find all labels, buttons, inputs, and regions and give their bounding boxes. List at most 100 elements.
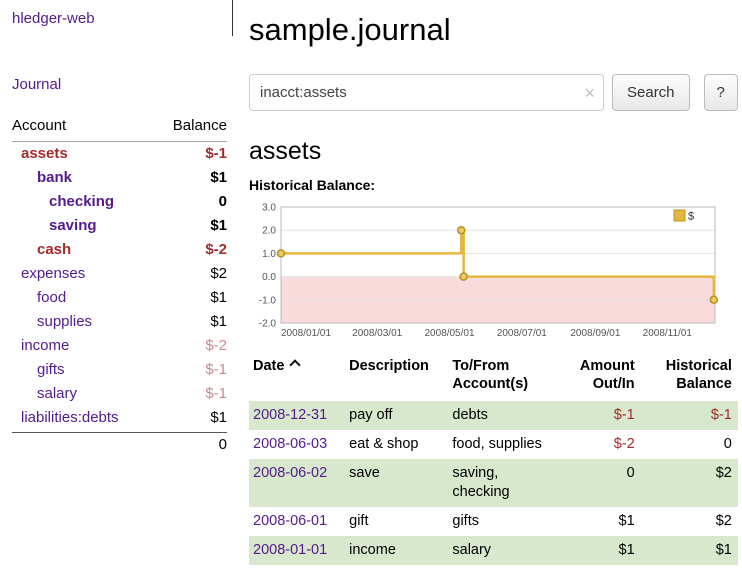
sidebar-account-balance: $-1 xyxy=(205,385,227,402)
accounts-rows: assets $-1 bank $1 checking 0 saving $1 cash $-2 e… xyxy=(12,142,227,430)
svg-text:2008/07/01: 2008/07/01 xyxy=(497,328,547,339)
sidebar-item-journal[interactable]: Journal xyxy=(12,76,62,93)
register-table: Date Description To/From Account(s) Amou… xyxy=(249,355,738,565)
register-row: 2008-06-03 eat & shop food, supplies $-2 0 xyxy=(249,430,738,459)
register-cell-description: save xyxy=(349,465,380,481)
account-row: saving $1 xyxy=(12,214,227,238)
help-button[interactable]: ? xyxy=(703,74,738,111)
register-cell-accounts: gifts xyxy=(452,513,479,529)
register-cell-amount: $1 xyxy=(618,542,635,558)
register-row: 2008-06-02 save saving, checking 0 $2 xyxy=(249,459,738,507)
sidebar-account-balance: $-1 xyxy=(205,361,227,378)
sidebar-account-link[interactable]: liabilities:debts xyxy=(21,409,119,426)
legend-swatch xyxy=(673,209,686,222)
sidebar-account-link[interactable]: bank xyxy=(37,169,73,186)
register-header-date[interactable]: Date xyxy=(249,355,345,401)
sidebar-account-link[interactable]: saving xyxy=(49,217,97,234)
sidebar-account-balance: $1 xyxy=(210,169,227,186)
register-cell-balance: $-1 xyxy=(710,407,732,423)
register-cell-accounts: food, supplies xyxy=(452,436,542,452)
sort-ascending-icon xyxy=(289,359,302,371)
sidebar-account-link[interactable]: income xyxy=(21,337,70,354)
register-cell-date: 2008-06-03 xyxy=(249,430,345,459)
account-row: food $1 xyxy=(12,286,227,310)
register-cell-date: 2008-12-31 xyxy=(249,401,345,430)
register-date-link[interactable]: 2008-12-31 xyxy=(253,407,328,423)
register-cell-balance: 0 xyxy=(723,436,732,452)
register-cell-amount: $-2 xyxy=(613,436,635,452)
chart-title: Historical Balance: xyxy=(249,177,376,193)
search-input[interactable] xyxy=(249,74,604,111)
svg-text:3.0: 3.0 xyxy=(262,203,276,214)
search-box: × xyxy=(249,74,604,111)
register-cell-accounts: salary xyxy=(452,542,492,558)
brand-link[interactable]: hledger-web xyxy=(12,10,95,27)
svg-text:2008/05/01: 2008/05/01 xyxy=(424,328,474,339)
sidebar-account-balance: $1 xyxy=(210,313,227,330)
register-header-description: Description xyxy=(349,358,429,374)
sidebar-account-balance: $-2 xyxy=(205,337,227,354)
register-cell-balance: $2 xyxy=(715,465,732,481)
chart-marker xyxy=(459,272,468,281)
svg-text:2008/03/01: 2008/03/01 xyxy=(352,328,402,339)
chart-marker xyxy=(456,225,466,235)
sidebar-account-balance: $2 xyxy=(210,265,227,282)
register-cell-balance: $1 xyxy=(715,542,732,558)
account-row: expenses $2 xyxy=(12,262,227,286)
clear-search-icon[interactable]: × xyxy=(584,82,595,103)
account-heading: assets xyxy=(249,137,322,165)
sidebar-account-balance: $-1 xyxy=(205,145,227,162)
sidebar-account-link[interactable]: expenses xyxy=(21,265,86,282)
account-row: salary $-1 xyxy=(12,382,227,406)
page-title: sample.journal xyxy=(249,12,451,47)
sidebar-account-link[interactable]: gifts xyxy=(37,361,65,378)
register-cell-date: 2008-06-02 xyxy=(249,459,345,507)
sidebar-account-link[interactable]: supplies xyxy=(37,313,93,330)
sidebar-account-balance: $-2 xyxy=(205,241,227,258)
account-row: assets $-1 xyxy=(12,142,227,166)
sidebar-account-link[interactable]: assets xyxy=(21,145,68,162)
register-row: 2008-12-31 pay off debts $-1 $-1 xyxy=(249,401,738,430)
accounts-table-header: Account Balance xyxy=(12,116,227,142)
sidebar-account-link[interactable]: checking xyxy=(49,193,115,210)
sidebar-account-balance: $1 xyxy=(210,409,227,426)
sidebar-account-link[interactable]: salary xyxy=(37,385,78,402)
svg-text:2008/09/01: 2008/09/01 xyxy=(570,328,620,339)
main-content: sample.journal × Search ? assets Histori… xyxy=(237,0,742,582)
sidebar-account-balance: $1 xyxy=(210,289,227,306)
sidebar-account-balance: $1 xyxy=(210,217,227,234)
svg-text:2008/01/01: 2008/01/01 xyxy=(281,328,331,339)
register-row: 2008-01-01 income salary $1 $1 xyxy=(249,536,738,565)
register-header-accounts: To/From Account(s) xyxy=(452,358,529,392)
sidebar: hledger-web Journal Account Balance asse… xyxy=(0,0,237,582)
balance-chart: 3.0 2.0 1.0 0.0 -1.0 -2.0 2008/01/01 2008/03/01… xyxy=(259,203,719,339)
register-cell-date: 2008-01-01 xyxy=(249,536,345,565)
register-cell-description: income xyxy=(349,542,396,558)
register-header-balance: Historical Balance xyxy=(665,358,732,392)
register-cell-description: gift xyxy=(349,513,369,529)
sidebar-account-link[interactable]: cash xyxy=(37,241,72,258)
register-body: 2008-12-31 pay off debts $-1 $-1 2008-06-03 ea… xyxy=(249,401,738,565)
accounts-total: 0 xyxy=(12,432,227,457)
accounts-header-balance: Balance xyxy=(172,117,227,134)
register-cell-description: pay off xyxy=(349,407,393,423)
chart-marker xyxy=(709,295,719,305)
account-row: supplies $1 xyxy=(12,310,227,334)
account-row: bank $1 xyxy=(12,166,227,190)
divider xyxy=(232,0,233,36)
register-header-row: Date Description To/From Account(s) Amou… xyxy=(249,355,738,401)
register-cell-description: eat & shop xyxy=(349,436,419,452)
register-cell-date: 2008-06-01 xyxy=(249,507,345,536)
svg-text:-1.0: -1.0 xyxy=(259,295,277,306)
register-date-link[interactable]: 2008-06-03 xyxy=(253,436,328,452)
sidebar-account-balance: 0 xyxy=(218,193,227,210)
search-button[interactable]: Search xyxy=(612,74,690,111)
register-cell-amount: $-1 xyxy=(613,407,635,423)
register-date-link[interactable]: 2008-01-01 xyxy=(253,542,328,558)
register-date-link[interactable]: 2008-06-02 xyxy=(253,465,328,481)
sidebar-account-link[interactable]: food xyxy=(37,289,67,306)
register-date-link[interactable]: 2008-06-01 xyxy=(253,513,328,529)
chart-marker xyxy=(276,249,286,258)
account-row: checking 0 xyxy=(12,190,227,214)
register-cell-accounts: debts xyxy=(452,407,488,423)
